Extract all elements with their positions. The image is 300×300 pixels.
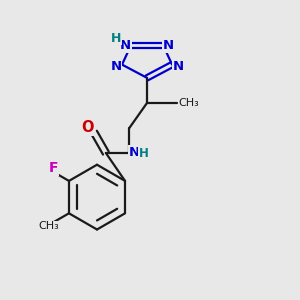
Text: N: N — [163, 39, 174, 52]
Text: H: H — [111, 32, 121, 45]
Text: N: N — [120, 39, 131, 52]
Text: CH₃: CH₃ — [38, 221, 59, 231]
Text: O: O — [81, 120, 94, 135]
Text: N: N — [111, 60, 122, 73]
Text: F: F — [49, 161, 58, 176]
Text: N: N — [172, 60, 184, 73]
Text: CH₃: CH₃ — [178, 98, 199, 108]
Text: N: N — [129, 146, 140, 159]
Text: H: H — [139, 147, 148, 160]
